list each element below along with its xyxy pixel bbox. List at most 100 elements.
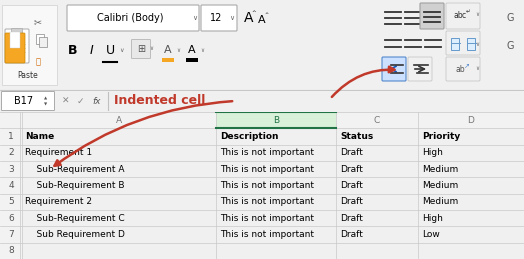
Text: I: I	[90, 44, 94, 56]
Bar	[10, 32, 20, 48]
Text: ab: ab	[455, 64, 465, 74]
Text: ∨: ∨	[149, 47, 153, 52]
Text: C: C	[374, 116, 380, 125]
Text: Requirement 2: Requirement 2	[25, 197, 92, 206]
Text: ∨: ∨	[176, 47, 180, 53]
Bar	[451, 38, 459, 50]
Text: This is not important: This is not important	[220, 214, 314, 223]
Bar	[36, 34, 44, 44]
Text: Indented cell: Indented cell	[114, 95, 205, 107]
Text: ∨: ∨	[200, 47, 204, 53]
Text: Sub-Requirement B: Sub-Requirement B	[25, 181, 125, 190]
FancyBboxPatch shape	[446, 3, 480, 29]
Text: This is not important: This is not important	[220, 230, 314, 239]
Text: ↵: ↵	[466, 10, 471, 15]
Text: Description: Description	[220, 132, 278, 141]
Bar	[0, 112, 524, 128]
Text: This is not important: This is not important	[220, 165, 314, 174]
Bar	[467, 38, 475, 50]
Text: Calibri (Body): Calibri (Body)	[97, 13, 163, 23]
Bar	[2, 5, 57, 85]
Text: Low: Low	[422, 230, 440, 239]
Text: U: U	[105, 44, 115, 56]
FancyBboxPatch shape	[2, 91, 54, 111]
Text: Priority: Priority	[422, 132, 460, 141]
Text: 2: 2	[8, 148, 14, 157]
Text: Draft: Draft	[340, 148, 363, 157]
FancyBboxPatch shape	[408, 57, 432, 81]
Text: A: A	[116, 116, 122, 125]
Text: 7: 7	[8, 230, 14, 239]
Text: This is not important: This is not important	[220, 197, 314, 206]
Text: B: B	[68, 44, 78, 56]
FancyBboxPatch shape	[5, 33, 25, 63]
Text: ^: ^	[251, 10, 256, 15]
Text: High: High	[422, 148, 443, 157]
Text: 5: 5	[8, 197, 14, 206]
Text: ∨: ∨	[475, 12, 479, 18]
Text: Name: Name	[25, 132, 54, 141]
FancyBboxPatch shape	[201, 5, 237, 31]
Text: Medium: Medium	[422, 165, 458, 174]
Text: ⊞: ⊞	[137, 44, 145, 54]
Text: D: D	[467, 116, 474, 125]
Text: Sub Requirement D: Sub Requirement D	[25, 230, 125, 239]
FancyBboxPatch shape	[132, 40, 150, 59]
FancyBboxPatch shape	[5, 29, 29, 63]
Text: A: A	[258, 15, 266, 25]
Text: ∨: ∨	[230, 15, 235, 21]
Text: A: A	[188, 45, 196, 55]
Text: ^: ^	[264, 11, 268, 17]
Text: ▼: ▼	[45, 102, 48, 106]
Bar	[186, 58, 198, 62]
Text: ∨: ∨	[119, 47, 124, 53]
Text: Paste: Paste	[18, 71, 38, 80]
Text: fx: fx	[93, 97, 101, 105]
Text: ✕: ✕	[62, 97, 70, 105]
Bar	[216, 112, 336, 128]
Text: 🖌: 🖌	[36, 57, 40, 67]
FancyBboxPatch shape	[67, 5, 199, 31]
Text: ▲: ▲	[45, 96, 48, 100]
Text: 4: 4	[8, 181, 14, 190]
Text: ∨: ∨	[475, 67, 479, 71]
Text: High: High	[422, 214, 443, 223]
Text: G: G	[506, 41, 514, 51]
Text: Draft: Draft	[340, 230, 363, 239]
Text: This is not important: This is not important	[220, 181, 314, 190]
Text: Medium: Medium	[422, 197, 458, 206]
Text: ∨: ∨	[475, 41, 479, 47]
Text: 6: 6	[8, 214, 14, 223]
Text: A: A	[164, 45, 172, 55]
Text: Sub-Requirement A: Sub-Requirement A	[25, 165, 125, 174]
Text: ↗: ↗	[464, 63, 470, 69]
Text: A: A	[244, 11, 254, 25]
Bar	[9, 38, 25, 62]
Text: 3: 3	[8, 165, 14, 174]
FancyBboxPatch shape	[446, 57, 480, 81]
Text: Status: Status	[340, 132, 373, 141]
Text: Draft: Draft	[340, 181, 363, 190]
Text: Requirement 1: Requirement 1	[25, 148, 92, 157]
Text: 12: 12	[210, 13, 222, 23]
FancyBboxPatch shape	[382, 57, 406, 81]
Bar	[0, 112, 22, 259]
Text: B: B	[273, 116, 279, 125]
Text: ✂: ✂	[34, 17, 42, 27]
FancyBboxPatch shape	[446, 31, 480, 55]
Text: 8: 8	[8, 246, 14, 255]
Text: This is not important: This is not important	[220, 148, 314, 157]
Text: Draft: Draft	[340, 197, 363, 206]
Text: Sub-Requirement C: Sub-Requirement C	[25, 214, 125, 223]
Text: Draft: Draft	[340, 165, 363, 174]
Text: Draft: Draft	[340, 214, 363, 223]
FancyBboxPatch shape	[12, 28, 23, 38]
Text: ab: ab	[453, 11, 463, 19]
Text: Medium: Medium	[422, 181, 458, 190]
Text: ∨: ∨	[192, 15, 198, 21]
Text: c: c	[462, 11, 466, 19]
Bar	[162, 58, 174, 62]
Text: G: G	[506, 13, 514, 23]
Bar	[39, 37, 47, 47]
FancyBboxPatch shape	[420, 3, 444, 29]
